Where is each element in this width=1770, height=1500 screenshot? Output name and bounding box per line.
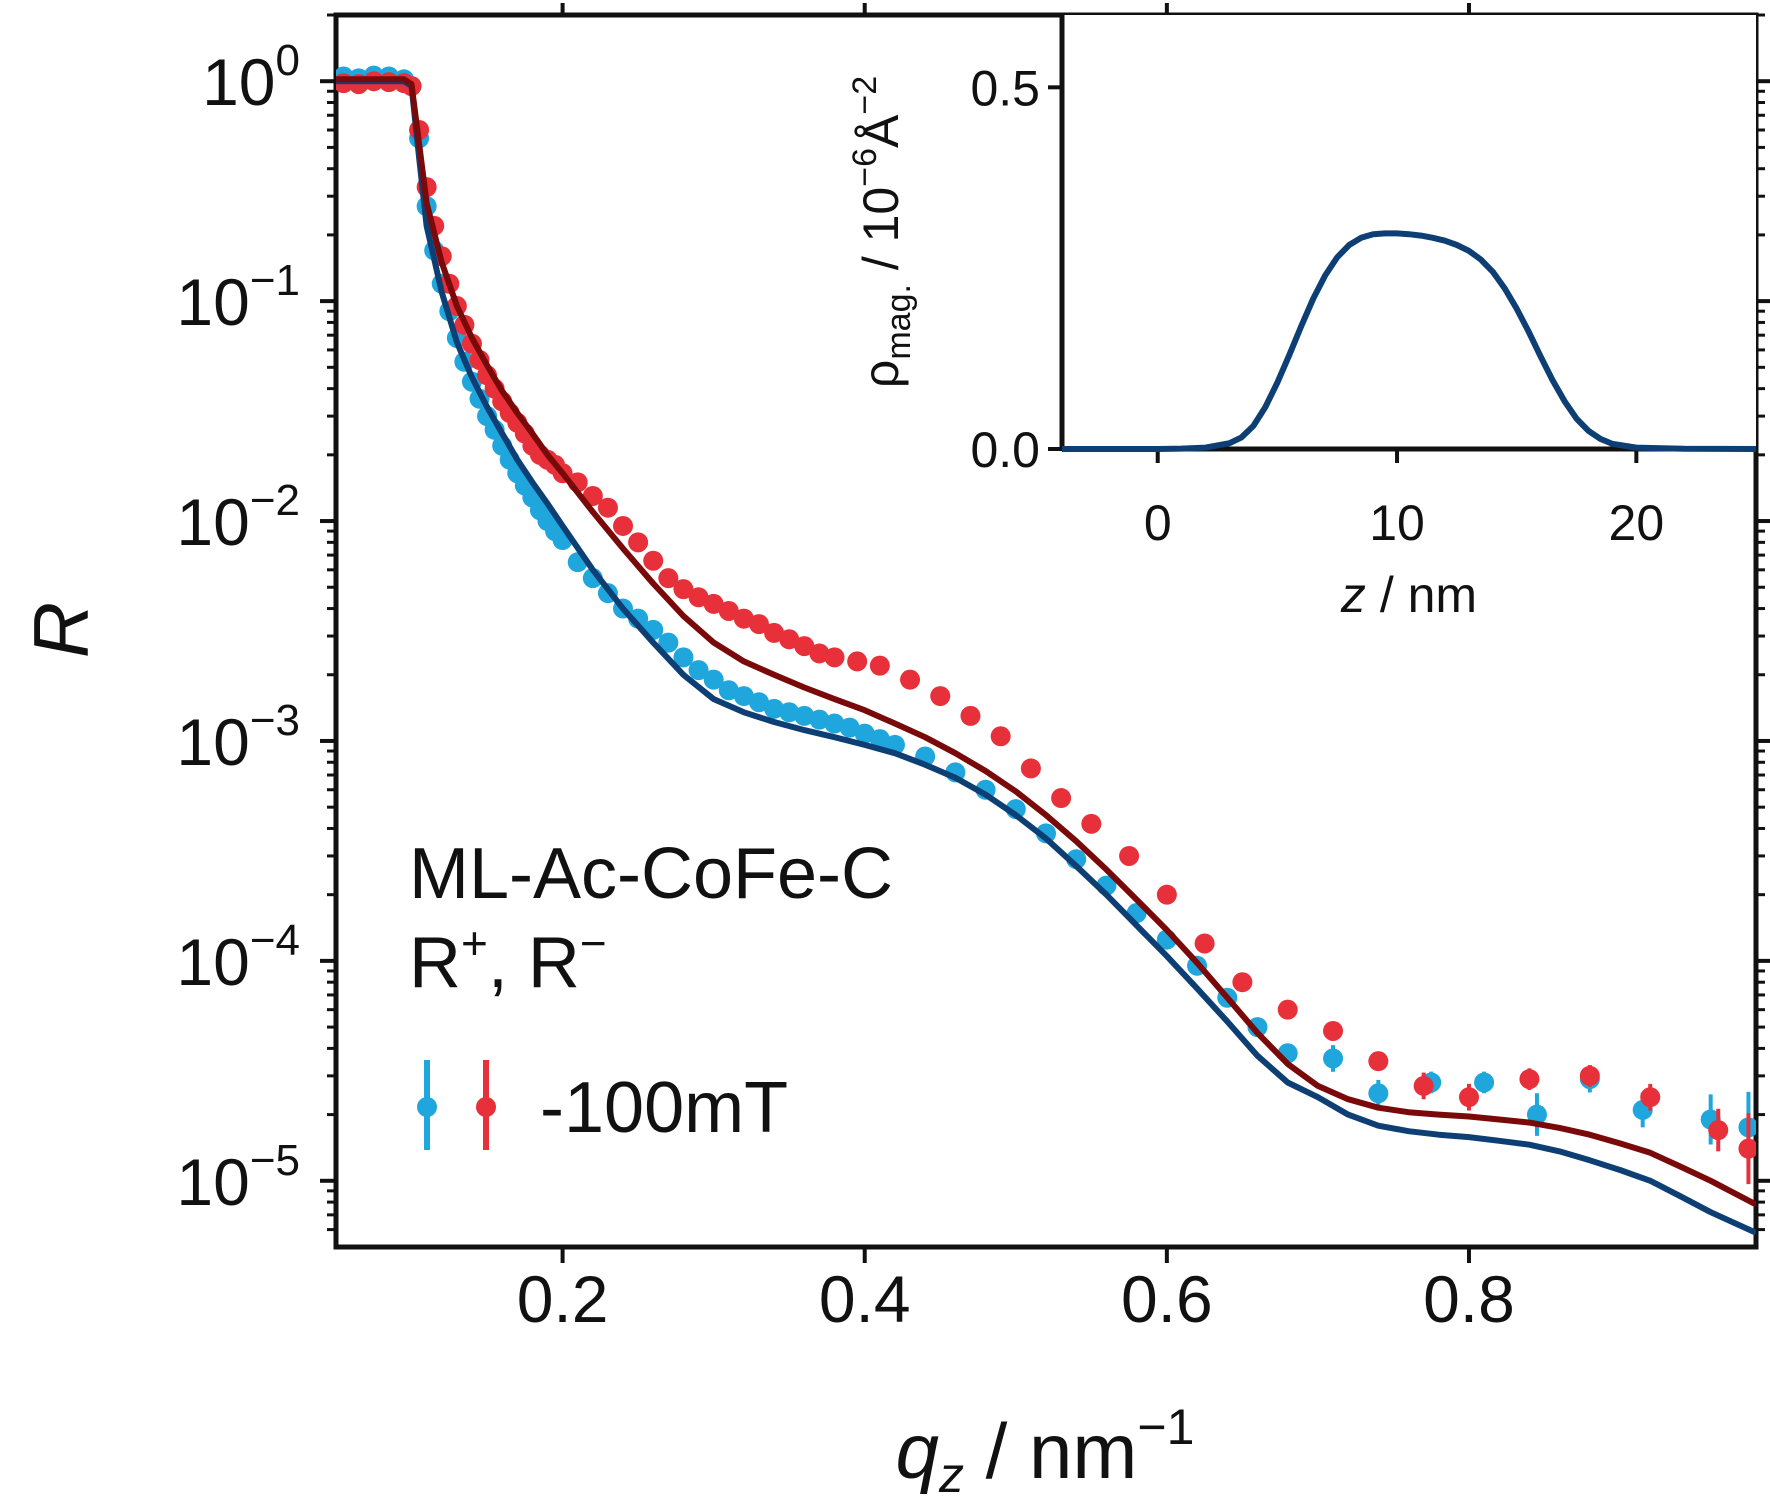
- data-point: [1156, 884, 1177, 905]
- inset-y-axis-title: ρmag. / 10−6Å−2: [846, 76, 918, 388]
- data-point: [1413, 1075, 1434, 1096]
- data-point: [688, 660, 709, 681]
- y-tick-label: 10−4: [176, 916, 300, 999]
- main-ticks: [320, 3, 1770, 1263]
- data-point: [839, 717, 860, 738]
- data-point: [779, 629, 800, 650]
- data-point: [1323, 1020, 1344, 1041]
- fit-line: [336, 76, 1756, 1208]
- data-point: [1247, 1017, 1268, 1038]
- x-tick-label: 0.8: [1423, 1262, 1515, 1336]
- data-point: [673, 647, 694, 668]
- inset-x-tick-label: 20: [1609, 495, 1665, 551]
- inset-profile-line: [1062, 230, 1757, 452]
- data-point: [718, 680, 739, 701]
- data-point: [1232, 972, 1253, 993]
- data-point: [643, 550, 664, 571]
- data-point: [1323, 1048, 1344, 1069]
- data-point: [673, 579, 694, 600]
- x-tick-labels: 0.2 0.4 0.6 0.8: [517, 1262, 1515, 1336]
- legend-marker-blue: [417, 1097, 437, 1117]
- data-point: [809, 643, 830, 664]
- inset-x-axis-title: z / nm: [1340, 567, 1477, 623]
- data-point: [1526, 1104, 1547, 1125]
- y-tick-label: 10−2: [176, 476, 300, 559]
- data-point: [1519, 1069, 1540, 1090]
- data-point: [764, 622, 785, 643]
- inset-x-tick-label: 10: [1369, 495, 1425, 551]
- inset-series: [1062, 230, 1757, 452]
- data-point: [703, 593, 724, 614]
- annotation-polarisation: R+, R−: [409, 917, 607, 1003]
- data-point: [748, 614, 769, 635]
- y-axis-title: R: [17, 602, 105, 658]
- y-tick-label: 10−3: [176, 696, 300, 779]
- data-point: [930, 686, 951, 707]
- data-point: [1458, 1087, 1479, 1108]
- data-point: [960, 705, 981, 726]
- legend-label: -100mT: [540, 1068, 788, 1148]
- legend-marker-red: [476, 1097, 496, 1117]
- main-series-clip: [336, 65, 1756, 1236]
- data-point: [824, 647, 845, 668]
- main-series: [336, 65, 1756, 1236]
- data-point: [869, 729, 890, 750]
- data-point: [597, 497, 618, 518]
- data-point: [779, 702, 800, 723]
- y-tick-label: 100: [202, 36, 300, 119]
- data-point: [1738, 1138, 1756, 1159]
- data-point: [900, 669, 921, 690]
- data-point: [847, 651, 868, 672]
- data-point: [658, 632, 679, 653]
- data-point: [1194, 933, 1215, 954]
- data-point: [718, 600, 739, 621]
- data-point: [824, 713, 845, 734]
- data-point: [764, 698, 785, 719]
- y-tick-labels: 100 10−1 10−2 10−3 10−4 10−5: [176, 36, 300, 1219]
- inset-x-tick-labels: 0 10 20: [1144, 495, 1664, 551]
- data-point: [1051, 788, 1072, 809]
- data-point: [1579, 1065, 1600, 1086]
- inset-x-tick-label: 0: [1144, 495, 1172, 551]
- data-point: [794, 705, 815, 726]
- inset-chart: 0 10 20 0.0 0.5 z / nm ρmag. / 10−6Å−2: [846, 15, 1757, 623]
- data-point: [628, 532, 649, 553]
- data-point: [1474, 1072, 1495, 1093]
- data-point: [869, 655, 890, 676]
- x-tick-label: 0.6: [1121, 1262, 1213, 1336]
- data-point: [613, 515, 634, 536]
- data-point: [854, 723, 875, 744]
- data-point: [990, 726, 1011, 747]
- data-point: [658, 568, 679, 589]
- data-point: [733, 608, 754, 629]
- inset-y-tick-label: 0.5: [970, 60, 1040, 116]
- data-point: [733, 686, 754, 707]
- inset-y-tick-label: 0.0: [970, 422, 1040, 478]
- data-point: [1081, 813, 1102, 834]
- data-point: [1640, 1087, 1661, 1108]
- data-point: [703, 669, 724, 690]
- data-point: [1020, 758, 1041, 779]
- y-tick-label: 10−1: [176, 256, 300, 339]
- data-point: [1119, 845, 1140, 866]
- data-point: [1277, 999, 1298, 1020]
- data-point: [688, 587, 709, 608]
- data-point: [1368, 1083, 1389, 1104]
- inset-ticks: [1048, 85, 1639, 463]
- data-point: [1368, 1051, 1389, 1072]
- data-point: [794, 636, 815, 657]
- inset-y-tick-labels: 0.0 0.5: [970, 60, 1040, 478]
- x-tick-label: 0.2: [517, 1262, 609, 1336]
- data-point: [748, 692, 769, 713]
- x-tick-label: 0.4: [819, 1262, 911, 1336]
- main-plot-frame: [333, 12, 1759, 1250]
- data-point: [1708, 1120, 1729, 1141]
- legend: -100mT: [417, 1060, 788, 1150]
- annotation-sample: ML-Ac-CoFe-C: [409, 834, 893, 914]
- data-point: [809, 709, 830, 730]
- fit-line: [336, 78, 1756, 1236]
- x-axis-title: qz / nm−1: [896, 1399, 1195, 1500]
- y-tick-label: 10−5: [176, 1136, 300, 1219]
